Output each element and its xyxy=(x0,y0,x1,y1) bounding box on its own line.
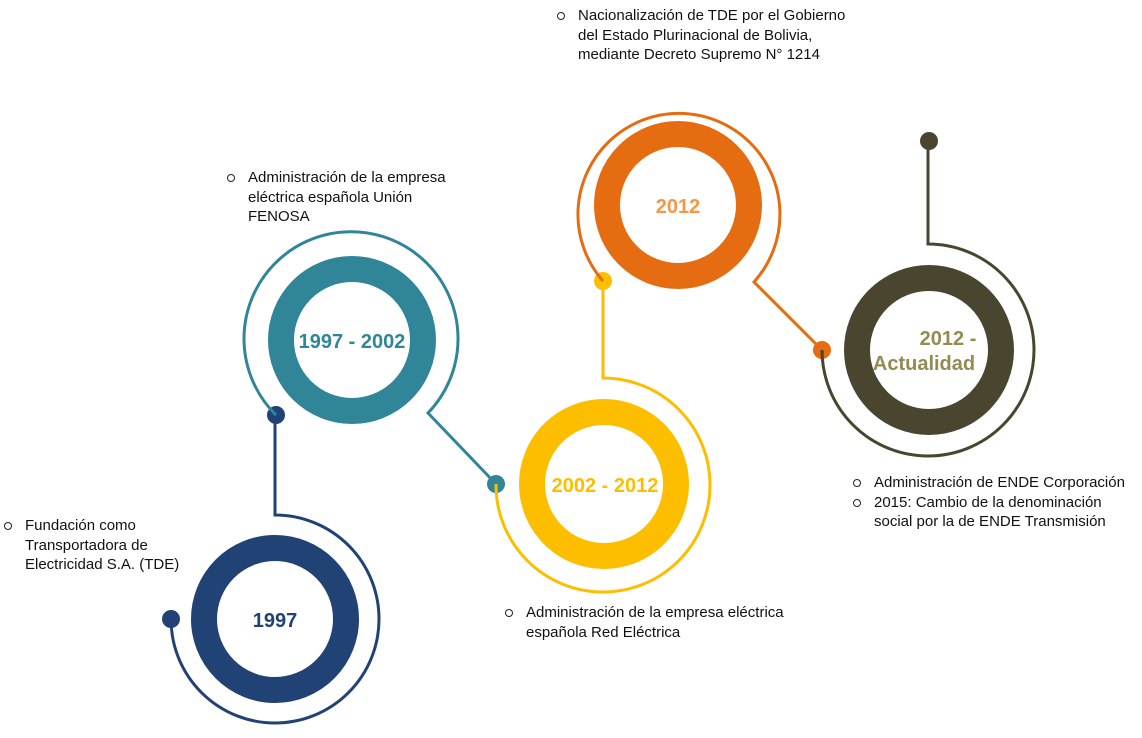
connector-1997-line xyxy=(169,415,381,725)
milestone-1997-description: Fundación como Transportadora de Electri… xyxy=(3,516,208,575)
milestone-2012: 2012 xyxy=(576,111,831,359)
list-item: Nacionalización de TDE por el Gobierno d… xyxy=(556,6,856,65)
milestone-2012-actualidad-description: Administración de ENDE Corporación 2015:… xyxy=(852,473,1142,532)
year-label-2012-actualidad-line1: 2012 - xyxy=(920,328,977,350)
milestone-1997: 1997 xyxy=(162,406,381,725)
year-label-1997: 1997 xyxy=(253,610,298,632)
year-label-2002-2012: 2002 - 2012 xyxy=(552,475,659,497)
year-label-1997-2002: 1997 - 2002 xyxy=(299,331,406,353)
milestone-2012-actualidad: 2012 - Actualidad xyxy=(820,132,1036,458)
milestone-2012-description: Nacionalización de TDE por el Gobierno d… xyxy=(556,6,856,65)
ring-2002-2012 xyxy=(519,399,689,569)
milestone-2002-2012-description: Administración de la empresa eléctrica e… xyxy=(504,603,794,642)
connector-1997-2002-line xyxy=(242,230,498,486)
milestone-2002-2012: 2002 - 2012 xyxy=(494,272,712,594)
list-item: Administración de la empresa eléctrica e… xyxy=(504,603,794,642)
ring-1997-2002 xyxy=(268,256,436,424)
milestone-1997-2002: 1997 - 2002 xyxy=(242,230,505,493)
year-label-2012-actualidad-line2: Actualidad xyxy=(873,353,975,375)
list-item: 2015: Cambio de la denominación social p… xyxy=(852,493,1142,532)
connector-dot-1997-start xyxy=(162,610,180,628)
connector-2002-2012-line xyxy=(494,281,712,594)
milestone-1997-2002-description: Administración de la empresa eléctrica e… xyxy=(226,168,476,227)
ring-2012-actualidad xyxy=(844,265,1014,435)
ring-1997 xyxy=(191,535,359,703)
ring-2012 xyxy=(594,121,762,289)
connector-2012-line xyxy=(576,111,824,352)
connector-2012-actualidad-line xyxy=(820,141,1036,458)
list-item: Fundación como Transportadora de Electri… xyxy=(3,516,208,575)
list-item: Administración de la empresa eléctrica e… xyxy=(226,168,476,227)
list-item: Administración de ENDE Corporación xyxy=(852,473,1142,493)
connector-dot-2012-actualidad-end xyxy=(920,132,938,150)
year-label-2012: 2012 xyxy=(656,196,701,218)
